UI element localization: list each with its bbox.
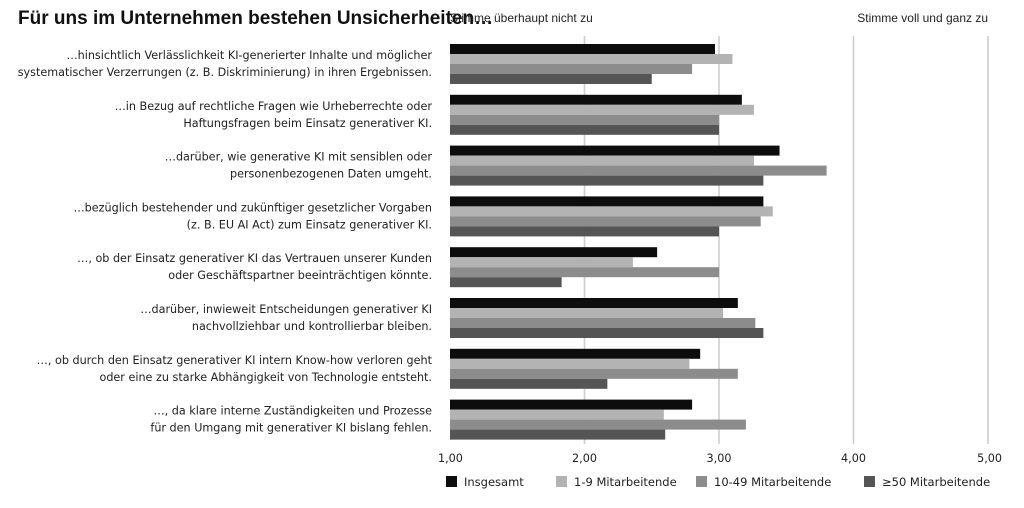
bar <box>450 409 664 420</box>
bar <box>450 368 738 379</box>
tick-label: 1,00 <box>438 452 463 465</box>
legend-swatch <box>864 476 875 487</box>
bar <box>450 399 693 410</box>
legend-label: ≥50 Mitarbeitende <box>882 475 990 489</box>
tick-label: 3,00 <box>707 452 732 465</box>
category-label: …, ob durch den Einsatz generativer KI i… <box>37 354 433 367</box>
bar <box>450 104 754 115</box>
category-label: …in Bezug auf rechtliche Fragen wie Urhe… <box>115 100 433 113</box>
bar <box>450 267 719 278</box>
bar <box>450 114 719 125</box>
bar <box>450 247 658 258</box>
tick-label: 2,00 <box>572 452 597 465</box>
bar-layer <box>450 44 827 440</box>
category-label: …hinsichtlich Verlässlichkeit KI-generie… <box>66 49 432 62</box>
x-axis-ticks: 1,00 2,00 3,00 4,00 5,00 <box>438 452 1002 465</box>
legend-swatch <box>696 476 707 487</box>
bar <box>450 277 562 288</box>
legend-label: Insgesamt <box>464 475 524 489</box>
bar <box>450 358 690 369</box>
chart-title: Für uns im Unternehmen bestehen Unsicher… <box>18 8 493 29</box>
legend-label: 1-9 Mitarbeitende <box>574 475 677 489</box>
bar <box>450 54 733 64</box>
bar <box>450 298 738 308</box>
category-label: …darüber, inwieweit Entscheidungen gener… <box>140 303 432 316</box>
category-label: für den Umgang mit generativer KI bislan… <box>150 422 432 435</box>
tick-label: 4,00 <box>841 452 866 465</box>
bar <box>450 175 764 186</box>
bar <box>450 145 780 156</box>
category-label: …, ob der Einsatz generativer KI das Ver… <box>77 252 432 265</box>
legend-swatch <box>446 476 457 487</box>
tick-label: 5,00 <box>977 452 1002 465</box>
bar <box>450 378 608 389</box>
legend-label: 10-49 Mitarbeitende <box>714 475 831 489</box>
bar <box>450 257 633 268</box>
bar <box>450 44 715 54</box>
category-label: nachvollziehbar und kontrollierbar bleib… <box>192 320 432 333</box>
bar <box>450 74 652 84</box>
bar <box>450 318 756 328</box>
bar <box>450 308 724 318</box>
category-label: oder eine zu starke Abhängigkeit von Tec… <box>99 371 432 384</box>
category-label: (z. B. EU AI Act) zum Einsatz generative… <box>187 218 432 231</box>
bar <box>450 124 719 135</box>
category-label: systematischer Verzerrungen (z. B. Diskr… <box>18 66 432 79</box>
category-label: oder Geschäftspartner beeinträchtigen kö… <box>168 269 432 282</box>
bar <box>450 155 754 166</box>
scale-right-label: Stimme voll und ganz zu <box>857 11 988 25</box>
bar <box>450 94 742 105</box>
category-label: …bezüglich bestehender und zukünftiger g… <box>73 201 432 214</box>
category-label: …darüber, wie generative KI mit sensible… <box>165 151 433 164</box>
bar <box>450 64 693 74</box>
bar <box>450 216 761 227</box>
legend: Insgesamt 1-9 Mitarbeitende 10-49 Mitarbei… <box>446 475 990 489</box>
category-label: Haftungsfragen beim Einsatz generativer … <box>183 117 432 130</box>
legend-swatch <box>556 476 567 487</box>
bar <box>450 206 773 217</box>
bar <box>450 429 666 440</box>
bar <box>450 226 719 237</box>
bar <box>450 328 764 338</box>
scale-left-label: Stimme überhaupt nicht zu <box>450 11 593 25</box>
category-labels: …hinsichtlich Verlässlichkeit KI-generie… <box>18 49 433 435</box>
category-label: personenbezogenen Daten umgeht. <box>230 168 432 181</box>
bar <box>450 165 827 176</box>
bar <box>450 419 746 430</box>
bar <box>450 348 701 359</box>
bar <box>450 196 764 207</box>
category-label: …, da klare interne Zuständigkeiten und … <box>153 405 432 418</box>
